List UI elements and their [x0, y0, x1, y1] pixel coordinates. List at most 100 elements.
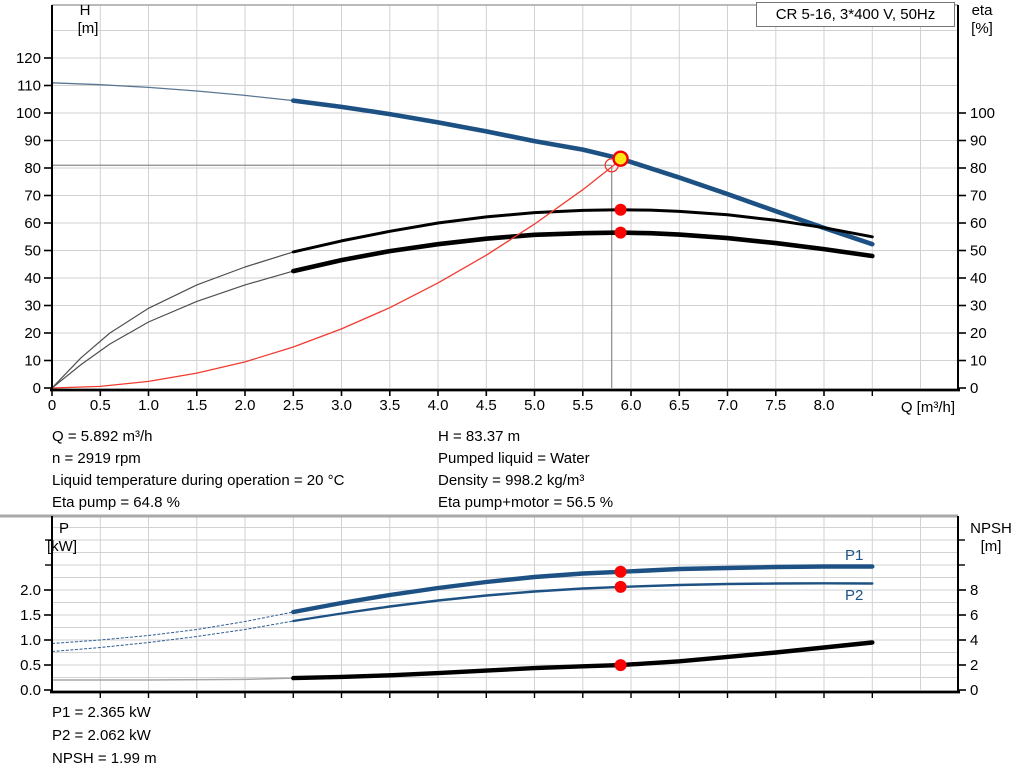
p1-curve-label: P1: [845, 547, 864, 564]
eta-pump-motor-duty-dot: [614, 226, 627, 239]
svg-text:80: 80: [970, 160, 987, 177]
npsh-duty-dot: [614, 659, 627, 672]
svg-text:2.0: 2.0: [235, 397, 256, 414]
svg-text:0: 0: [970, 682, 978, 699]
eta-axis-unit: [%]: [971, 20, 993, 37]
svg-text:100: 100: [16, 105, 41, 122]
svg-text:30: 30: [970, 298, 987, 315]
svg-text:20: 20: [24, 325, 41, 342]
svg-text:6: 6: [970, 607, 978, 624]
svg-text:0.0: 0.0: [20, 682, 41, 699]
head-eta-chart: 0 10 20 30 40 50 60 70 80 90 100 110 120 0 10 20 30 40 50 6…: [16, 4, 995, 414]
power-info-column: P1 = 2.365 kW P2 = 2.062 kW NPSH = 1.99 …: [52, 701, 157, 770]
svg-text:120: 120: [16, 50, 41, 67]
svg-text:20: 20: [970, 325, 987, 342]
svg-text:1.5: 1.5: [186, 397, 207, 414]
eta-pump-duty-dot: [614, 203, 627, 216]
svg-text:3.5: 3.5: [379, 397, 400, 414]
info-npsh: NPSH = 1.99 m: [52, 750, 157, 767]
info-eta-pump-motor: Eta pump+motor = 56.5 %: [438, 494, 614, 511]
svg-text:7.0: 7.0: [717, 397, 738, 414]
svg-text:6.0: 6.0: [621, 397, 642, 414]
svg-text:60: 60: [24, 215, 41, 232]
p-axis-unit: [kW]: [47, 538, 77, 555]
svg-text:3.0: 3.0: [331, 397, 352, 414]
svg-text:100: 100: [970, 105, 995, 122]
svg-text:0.5: 0.5: [90, 397, 111, 414]
svg-text:1.0: 1.0: [138, 397, 159, 414]
info-temp: Liquid temperature during operation = 20…: [52, 472, 345, 489]
svg-text:0: 0: [33, 380, 41, 397]
npsh-axis-label: NPSH: [970, 520, 1012, 537]
svg-text:4.5: 4.5: [476, 397, 497, 414]
info-eta-pump: Eta pump = 64.8 %: [52, 494, 180, 511]
head-curve: [51, 82, 875, 247]
info-density: Density = 998.2 kg/m³: [438, 472, 585, 489]
svg-text:110: 110: [17, 78, 41, 95]
info-p1: P1 = 2.365 kW: [52, 704, 151, 721]
svg-text:70: 70: [970, 188, 987, 205]
system-curve: [51, 158, 622, 389]
svg-text:10: 10: [970, 353, 987, 370]
svg-text:5.5: 5.5: [572, 397, 593, 414]
tick-labels: 0 10 20 30 40 50 60 70 80 90 100 110 120 0 10 20 30 40 50 6…: [16, 50, 995, 414]
svg-text:7.5: 7.5: [765, 397, 786, 414]
axes: [44, 5, 966, 396]
duty-point[interactable]: [612, 150, 629, 167]
svg-text:10: 10: [24, 353, 41, 370]
info-p2: P2 = 2.062 kW: [52, 727, 151, 744]
svg-text:5.0: 5.0: [524, 397, 545, 414]
svg-text:2.0: 2.0: [20, 582, 41, 599]
h-axis-unit: [m]: [77, 20, 99, 37]
info-q: Q = 5.892 m³/h: [52, 428, 153, 445]
svg-text:90: 90: [24, 133, 41, 150]
svg-text:30: 30: [24, 298, 41, 315]
eta-axis-label: eta: [971, 2, 993, 19]
svg-text:60: 60: [970, 215, 987, 232]
npsh-axis-unit: [m]: [980, 538, 1002, 555]
svg-text:2.5: 2.5: [283, 397, 304, 414]
svg-text:40: 40: [24, 270, 41, 287]
svg-text:2: 2: [970, 657, 978, 674]
svg-text:4.0: 4.0: [428, 397, 449, 414]
duty-info-left-column: Q = 5.892 m³/h n = 2919 rpm Liquid tempe…: [52, 426, 344, 514]
svg-text:8: 8: [970, 582, 978, 599]
npsh-curve: [52, 640, 875, 681]
svg-text:40: 40: [970, 270, 987, 287]
gridlines: [52, 5, 958, 388]
eta-pump-motor-curve: [51, 230, 875, 389]
info-n: n = 2919 rpm: [52, 450, 141, 467]
axes: [44, 516, 966, 698]
svg-text:0.5: 0.5: [20, 657, 41, 674]
pump-title-box: CR 5-16, 3*400 V, 50Hz: [756, 2, 955, 27]
info-liquid: Pumped liquid = Water: [438, 450, 590, 467]
svg-text:8.0: 8.0: [814, 397, 835, 414]
svg-text:80: 80: [24, 160, 41, 177]
q-axis-label: Q [m³/h]: [900, 399, 955, 416]
tick-labels: 0.0 0.5 1.0 1.5 2.0 0 2 4 6 8: [20, 582, 978, 699]
p1-curve: [51, 564, 875, 644]
p2-curve-label: P2: [845, 587, 864, 604]
p2-curve: [51, 582, 874, 652]
p2-duty-dot: [614, 580, 627, 593]
p1-duty-dot: [614, 565, 627, 578]
svg-text:1.5: 1.5: [20, 607, 41, 624]
info-h: H = 83.37 m: [438, 428, 521, 445]
power-npsh-chart: 0.0 0.5 1.0 1.5 2.0 0 2 4 6 8: [0, 514, 978, 699]
duty-info-right-column: H = 83.37 m Pumped liquid = Water Densit…: [438, 426, 613, 514]
svg-text:50: 50: [970, 243, 987, 260]
p-axis-label: P: [58, 520, 69, 537]
svg-text:50: 50: [24, 243, 41, 260]
svg-text:90: 90: [970, 133, 987, 150]
gridlines: [52, 516, 958, 690]
eta-pump-curve: [51, 208, 874, 389]
svg-text:0: 0: [48, 397, 56, 414]
svg-text:1.0: 1.0: [20, 632, 41, 649]
h-axis-label: H: [79, 2, 91, 19]
svg-text:4: 4: [970, 632, 978, 649]
svg-text:70: 70: [24, 188, 41, 205]
svg-text:0: 0: [970, 380, 978, 397]
svg-text:6.5: 6.5: [669, 397, 690, 414]
